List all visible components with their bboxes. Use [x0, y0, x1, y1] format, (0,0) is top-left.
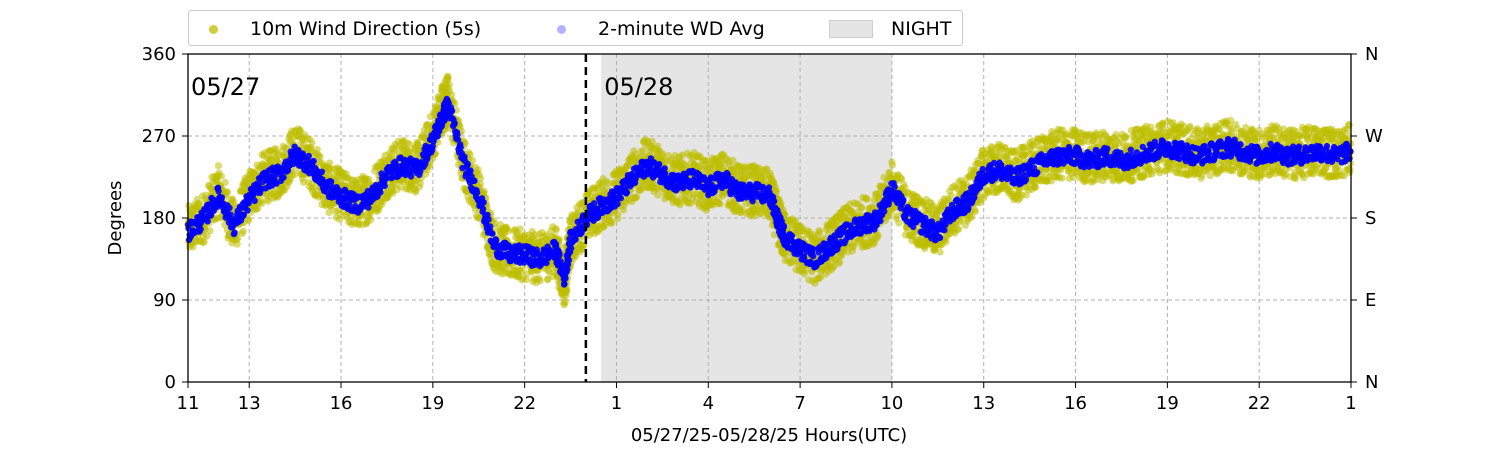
wd-point	[972, 208, 979, 215]
wd-point	[326, 159, 333, 166]
avg-point	[219, 194, 225, 200]
wd-point	[240, 228, 247, 235]
wd-point	[816, 228, 823, 235]
wd-point	[676, 201, 683, 208]
wd-point	[218, 172, 225, 179]
wd-point	[517, 225, 524, 232]
wd-point	[875, 232, 882, 239]
wd-point	[716, 200, 723, 207]
wd-point	[477, 175, 484, 182]
wd-point	[777, 200, 784, 207]
avg-point	[197, 226, 203, 232]
wd-point	[222, 179, 229, 186]
wd-point	[1292, 175, 1299, 182]
avg-point	[205, 218, 211, 224]
wd-point	[224, 189, 231, 196]
wd-point	[633, 194, 640, 201]
avg-point	[231, 230, 237, 236]
wd-point	[858, 204, 865, 211]
wd-point	[481, 188, 488, 195]
wd-point	[1147, 124, 1154, 131]
wd-point	[1130, 177, 1137, 184]
wd-point	[1058, 175, 1065, 182]
avg-point	[215, 188, 221, 194]
wd-point	[308, 140, 315, 147]
avg-point	[244, 207, 250, 213]
wd-point	[895, 219, 902, 226]
wd-point	[948, 192, 955, 199]
wd-point	[1032, 184, 1039, 191]
wd-point	[1346, 166, 1353, 173]
wd-point	[215, 162, 222, 169]
wd-point	[317, 153, 324, 160]
avg-point	[280, 174, 286, 180]
wd-point	[942, 238, 949, 245]
wd-point	[1346, 121, 1353, 128]
wd-point	[1122, 133, 1129, 140]
wd-point	[889, 162, 896, 169]
wd-point	[955, 226, 962, 233]
avg-point	[311, 158, 317, 164]
wd-point	[614, 211, 621, 218]
avg-point	[252, 198, 258, 204]
wd-point	[654, 192, 661, 199]
wd-point	[446, 81, 453, 88]
wd-point	[937, 248, 944, 255]
wd-point	[206, 227, 213, 234]
wd-point	[553, 226, 560, 233]
wd-point	[863, 196, 870, 203]
wd-point	[367, 216, 374, 223]
wd-point	[537, 277, 544, 284]
avg-point	[226, 205, 232, 211]
wd-point	[245, 217, 252, 224]
avg-point	[306, 153, 312, 159]
